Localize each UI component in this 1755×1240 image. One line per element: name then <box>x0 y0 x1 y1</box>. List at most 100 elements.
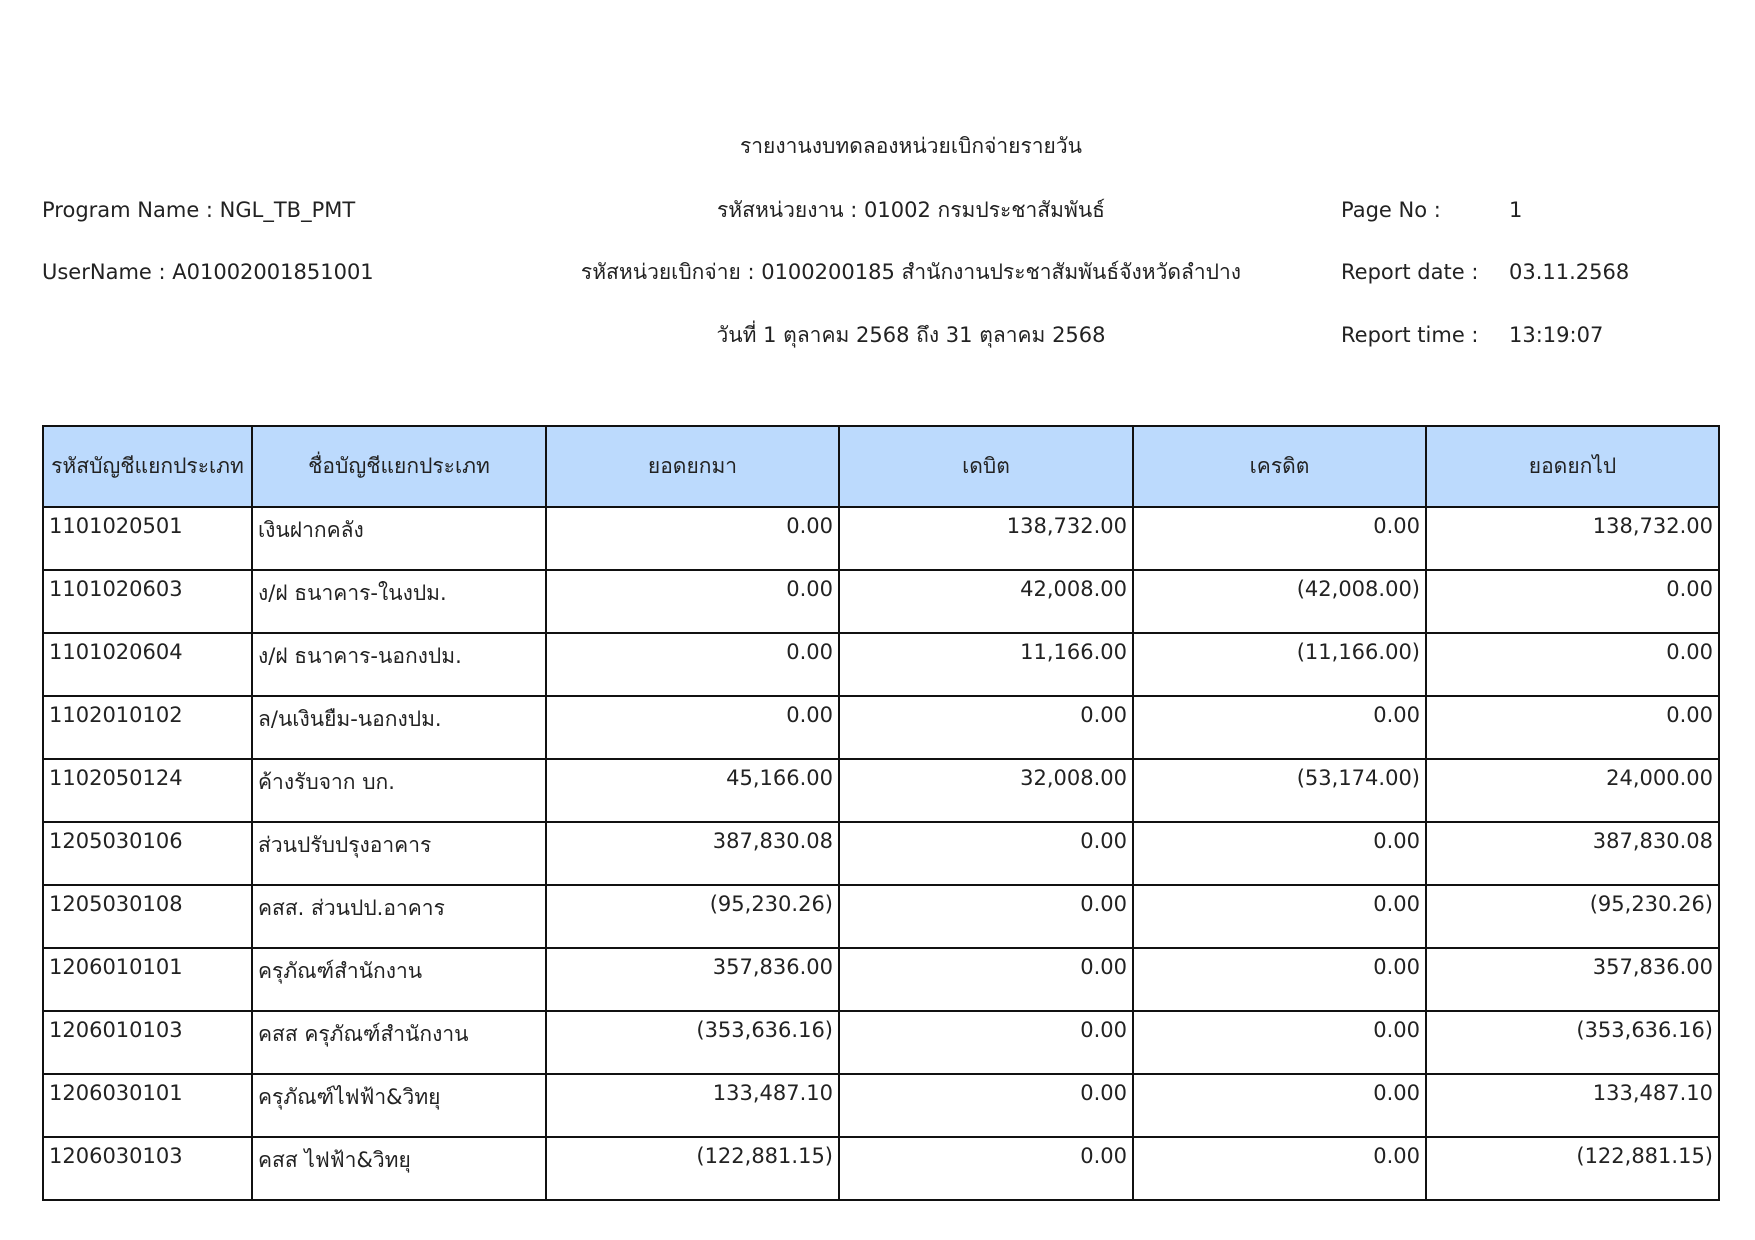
amount-cell: 0.00 <box>838 947 1134 1012</box>
amount-cell: 357,836.00 <box>545 947 840 1012</box>
text-cell: ง/ฝ ธนาคาร-ในงปม. <box>251 569 547 634</box>
report-time: 13:19:07 <box>1509 323 1604 347</box>
amount-cell: 138,732.00 <box>1425 506 1720 571</box>
column-header: ยอดยกไป <box>1425 425 1720 508</box>
text-cell: คสส ครุภัณฑ์สำนักงาน <box>251 1010 547 1075</box>
amount-cell: 0.00 <box>1425 695 1720 760</box>
column-header: ชื่อบัญชีแยกประเภท <box>251 425 547 508</box>
amount-cell: 0.00 <box>1132 1010 1427 1075</box>
column-header: รหัสบัญชีแยกประเภท <box>42 425 253 508</box>
agency: รหัสหน่วยงาน : 01002 กรมประชาสัมพันธ์ <box>717 198 1105 222</box>
text-cell: คสส. ส่วนปป.อาคาร <box>251 884 547 949</box>
text-cell: 1101020603 <box>42 569 253 634</box>
text-cell: 1206010101 <box>42 947 253 1012</box>
amount-cell: (353,636.16) <box>1425 1010 1720 1075</box>
title: รายงานงบทดลองหน่วยเบิกจ่ายรายวัน <box>739 134 1083 158</box>
table-row: 1206010101 ครุภัณฑ์สำนักงาน 357,836.00 0.00… <box>42 947 1720 1012</box>
amount-cell: 0.00 <box>1425 632 1720 697</box>
table-row: 1205030106 ส่วนปรับปรุงอาคาร 387,830.08 0.0… <box>42 821 1720 886</box>
amount-cell: (122,881.15) <box>1425 1136 1720 1201</box>
amount-cell: 0.00 <box>1132 1136 1427 1201</box>
page-no: 1 <box>1509 198 1523 222</box>
amount-cell: (53,174.00) <box>1132 758 1427 823</box>
header-row: รหัสบัญชีแยกประเภท ชื่อบัญชีแยกประเภท ยอดย… <box>42 425 1720 508</box>
amount-cell: (95,230.26) <box>1425 884 1720 949</box>
amount-cell: 0.00 <box>1132 506 1427 571</box>
amount-cell: 387,830.08 <box>1425 821 1720 886</box>
amount-cell: (42,008.00) <box>1132 569 1427 634</box>
text-cell: 1101020501 <box>42 506 253 571</box>
amount-cell: 0.00 <box>1132 695 1427 760</box>
amount-cell: 45,166.00 <box>545 758 840 823</box>
trial-balance-table: รหัสบัญชีแยกประเภท ชื่อบัญชีแยกประเภท ยอดย… <box>42 425 1720 1201</box>
table-row: 1101020501 เงินฝากคลัง 0.00 138,732.00 0.00 1… <box>42 506 1720 571</box>
table-row: 1102050124 ค้างรับจาก บก. 45,166.00 32,008.… <box>42 758 1720 823</box>
amount-cell: 42,008.00 <box>838 569 1134 634</box>
table-row: 1101020604 ง/ฝ ธนาคาร-นอกงปม. 0.00 11,166.0… <box>42 632 1720 697</box>
amount-cell: (95,230.26) <box>545 884 840 949</box>
table-row: 1206010103 คสส ครุภัณฑ์สำนักงาน (353,636.1… <box>42 1010 1720 1075</box>
table-row: 1206030101 ครุภัณฑ์ไฟฟ้า&วิทยุ 133,487.10 0… <box>42 1073 1720 1138</box>
text-cell: คสส ไฟฟ้า&วิทยุ <box>251 1136 547 1201</box>
amount-cell: 0.00 <box>838 1010 1134 1075</box>
text-cell: เงินฝากคลัง <box>251 506 547 571</box>
amount-cell: 32,008.00 <box>838 758 1134 823</box>
amount-cell: 387,830.08 <box>545 821 840 886</box>
table-row: 1205030108 คสส. ส่วนปป.อาคาร (95,230.26) 0.… <box>42 884 1720 949</box>
text-cell: 1205030106 <box>42 821 253 886</box>
disbursing-unit: รหัสหน่วยเบิกจ่าย : 0100200185 สำนักงานป… <box>580 260 1242 284</box>
amount-cell: 0.00 <box>545 569 840 634</box>
text-cell: ล/นเงินยืม-นอกงปม. <box>251 695 547 760</box>
table-row: 1102010102 ล/นเงินยืม-นอกงปม. 0.00 0.00 0.00… <box>42 695 1720 760</box>
amount-cell: 0.00 <box>1132 947 1427 1012</box>
amount-cell: (353,636.16) <box>545 1010 840 1075</box>
amount-cell: 0.00 <box>545 632 840 697</box>
amount-cell: 357,836.00 <box>1425 947 1720 1012</box>
report-date: 03.11.2568 <box>1509 260 1630 284</box>
page-no-label: Page No : <box>1341 198 1441 222</box>
amount-cell: 0.00 <box>1132 884 1427 949</box>
amount-cell: 133,487.10 <box>545 1073 840 1138</box>
amount-cell: 0.00 <box>1132 821 1427 886</box>
text-cell: ครุภัณฑ์สำนักงาน <box>251 947 547 1012</box>
text-cell: ส่วนปรับปรุงอาคาร <box>251 821 547 886</box>
text-cell: 1206030101 <box>42 1073 253 1138</box>
amount-cell: 0.00 <box>838 695 1134 760</box>
period: วันที่ 1 ตุลาคม 2568 ถึง 31 ตุลาคม 2568 <box>716 323 1106 347</box>
amount-cell: (11,166.00) <box>1132 632 1427 697</box>
column-header: เดบิต <box>838 425 1134 508</box>
amount-cell: 0.00 <box>545 695 840 760</box>
report-date-label: Report date : <box>1341 260 1479 284</box>
text-cell: ค้างรับจาก บก. <box>251 758 547 823</box>
amount-cell: 138,732.00 <box>838 506 1134 571</box>
table-row: 1206030103 คสส ไฟฟ้า&วิทยุ (122,881.15) 0.0… <box>42 1136 1720 1201</box>
text-cell: 1205030108 <box>42 884 253 949</box>
amount-cell: 0.00 <box>838 884 1134 949</box>
amount-cell: 0.00 <box>838 1136 1134 1201</box>
text-cell: ครุภัณฑ์ไฟฟ้า&วิทยุ <box>251 1073 547 1138</box>
amount-cell: 0.00 <box>1132 1073 1427 1138</box>
text-cell: 1102050124 <box>42 758 253 823</box>
program-name: Program Name : NGL_TB_PMT <box>42 198 356 222</box>
text-cell: ง/ฝ ธนาคาร-นอกงปม. <box>251 632 547 697</box>
column-header: ยอดยกมา <box>545 425 840 508</box>
amount-cell: (122,881.15) <box>545 1136 840 1201</box>
amount-cell: 0.00 <box>838 1073 1134 1138</box>
table-body: 1101020501 เงินฝากคลัง 0.00 138,732.00 0.00 1… <box>42 506 1720 1201</box>
table-row: 1101020603 ง/ฝ ธนาคาร-ในงปม. 0.00 42,008.00… <box>42 569 1720 634</box>
text-cell: 1206010103 <box>42 1010 253 1075</box>
user-name: UserName : A01002001851001 <box>42 260 374 284</box>
report-time-label: Report time : <box>1341 323 1479 347</box>
column-header: เครดิต <box>1132 425 1427 508</box>
amount-cell: 0.00 <box>838 821 1134 886</box>
text-cell: 1206030103 <box>42 1136 253 1201</box>
amount-cell: 24,000.00 <box>1425 758 1720 823</box>
amount-cell: 133,487.10 <box>1425 1073 1720 1138</box>
amount-cell: 11,166.00 <box>838 632 1134 697</box>
text-cell: 1102010102 <box>42 695 253 760</box>
amount-cell: 0.00 <box>1425 569 1720 634</box>
text-cell: 1101020604 <box>42 632 253 697</box>
amount-cell: 0.00 <box>545 506 840 571</box>
